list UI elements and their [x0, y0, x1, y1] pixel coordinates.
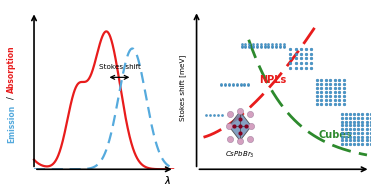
Text: Cubes: Cubes [318, 130, 352, 140]
Text: λ: λ [163, 176, 171, 184]
Text: Emission: Emission [7, 105, 16, 143]
Text: Stokes shift [meV]: Stokes shift [meV] [179, 55, 186, 121]
Text: Absorption: Absorption [7, 45, 16, 93]
Text: Stokes shift: Stokes shift [99, 64, 140, 70]
Text: $CsPbBr_3$: $CsPbBr_3$ [225, 150, 255, 160]
Text: /: / [7, 97, 16, 100]
Polygon shape [229, 112, 251, 141]
Text: NPLs: NPLs [259, 75, 287, 85]
